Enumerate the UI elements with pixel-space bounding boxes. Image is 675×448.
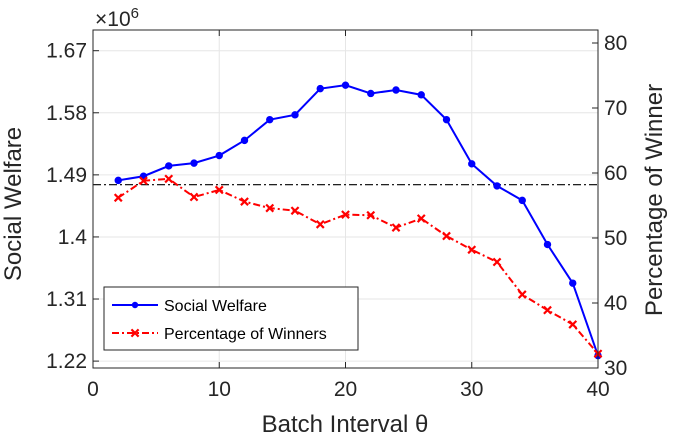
left-y-tick-label: 1.4	[58, 226, 88, 249]
data-point	[214, 185, 224, 195]
series-line	[117, 177, 599, 355]
data-point-stroke	[568, 320, 578, 329]
data-point	[215, 151, 223, 160]
data-point-stroke	[492, 257, 502, 267]
left-y-tick-label: 1.31	[46, 288, 87, 311]
data-point	[240, 136, 249, 145]
data-point-stroke	[391, 223, 401, 232]
data-point	[543, 305, 552, 315]
data-point-stroke	[366, 210, 376, 220]
data-point	[367, 89, 375, 98]
right-y-tick-label: 60	[604, 162, 627, 185]
legend-item: Percentage of Winners	[112, 326, 327, 343]
x-tick-label: 20	[334, 378, 357, 401]
data-point-stroke	[517, 290, 527, 299]
x-tick-label: 0	[87, 378, 99, 401]
data-point	[290, 206, 300, 216]
data-point	[518, 196, 526, 205]
data-point	[543, 240, 552, 249]
x-tick-label: 40	[586, 378, 609, 401]
data-point	[316, 84, 324, 93]
data-point-stroke	[214, 185, 224, 195]
data-point	[467, 245, 477, 255]
left-exponent-label: ×106	[95, 5, 139, 31]
data-point-stroke	[290, 206, 300, 216]
left-y-tick-label: 1.49	[46, 164, 87, 187]
data-point-stroke	[113, 193, 123, 203]
data-point	[139, 176, 148, 186]
data-point-stroke	[341, 210, 350, 219]
series-layer	[113, 81, 603, 360]
data-point	[366, 210, 376, 220]
data-point	[165, 162, 173, 170]
data-point	[517, 290, 527, 299]
legend-marker	[130, 328, 140, 338]
data-point	[391, 223, 401, 232]
data-point	[442, 115, 451, 124]
right-y-axis-title: Percentage of Winner	[641, 84, 668, 316]
data-point-stroke	[139, 176, 148, 186]
data-point-stroke	[416, 214, 426, 223]
data-point	[113, 193, 123, 203]
left-y-tick-label: 1.22	[46, 350, 87, 373]
series-line	[118, 84, 599, 356]
data-point	[569, 279, 577, 287]
x-tick-label: 10	[208, 378, 231, 401]
left-y-tick-label: 1.67	[46, 40, 87, 63]
data-point-stroke	[442, 231, 451, 241]
data-point	[189, 192, 199, 202]
right-y-tick-label: 50	[604, 227, 627, 250]
data-point	[164, 174, 174, 184]
left-exponent-power: 6	[131, 5, 139, 22]
data-point	[190, 159, 198, 167]
left-y-tick-label: 1.58	[46, 102, 87, 125]
right-y-tick-label: 70	[604, 97, 627, 120]
series-2	[113, 174, 603, 359]
legend-label: Percentage of Winners	[164, 326, 327, 343]
data-point-stroke	[189, 192, 199, 202]
data-point-stroke	[467, 245, 477, 255]
data-point	[492, 257, 502, 267]
left-y-axis-title: Social Welfare	[0, 127, 27, 281]
data-point-stroke	[265, 203, 275, 213]
data-point	[417, 91, 425, 99]
left-exponent-base: ×10	[95, 8, 131, 31]
data-point	[291, 111, 299, 119]
right-y-axis: 30 40 50 60 70 80	[592, 32, 627, 380]
data-point	[315, 219, 325, 229]
data-point	[568, 320, 578, 329]
data-point	[468, 160, 476, 168]
data-point	[416, 214, 426, 223]
right-y-tick-label: 40	[604, 292, 627, 315]
data-point-stroke	[240, 197, 249, 206]
right-y-tick-label: 80	[604, 32, 627, 55]
data-point-stroke	[164, 174, 174, 184]
legend-label: Social Welfare	[164, 298, 267, 315]
data-point-stroke	[543, 305, 552, 315]
data-point	[265, 203, 275, 213]
legend-item: Social Welfare	[112, 298, 267, 315]
right-y-tick-label: 30	[604, 357, 627, 380]
data-point	[114, 176, 122, 185]
data-point	[442, 231, 451, 241]
data-point	[266, 115, 274, 124]
data-point	[341, 81, 350, 89]
data-point-stroke	[315, 219, 325, 229]
legend-box	[103, 286, 359, 351]
x-axis-title: Batch Interval θ	[262, 411, 429, 438]
x-axis: 0 10 20 30 40	[87, 30, 610, 401]
legend-marker	[131, 301, 139, 309]
data-point	[240, 197, 249, 206]
data-point	[341, 210, 350, 219]
data-point	[493, 182, 501, 190]
legend: Social Welfare Percentage of Winners	[103, 286, 359, 351]
data-point	[392, 86, 400, 94]
left-y-axis: 1.22 1.31 1.4 1.49 1.58 1.67	[46, 40, 99, 373]
series-1	[114, 81, 602, 360]
x-tick-label: 30	[460, 378, 483, 401]
